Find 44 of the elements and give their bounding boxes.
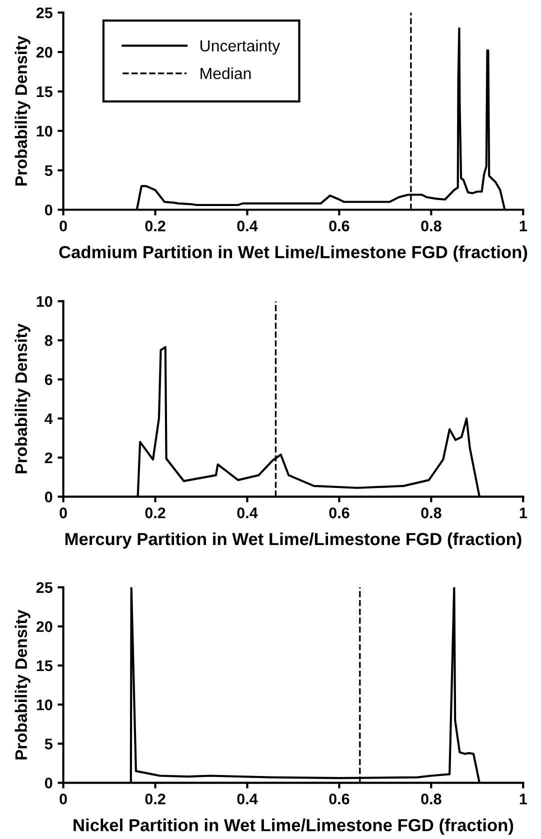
y-tick-label: 0	[44, 492, 52, 502]
y-tick-label: 20	[36, 46, 52, 58]
y-axis-title: Probability Density	[14, 324, 30, 474]
x-tick-label: 0.8	[421, 508, 442, 518]
y-tick-label: 25	[36, 582, 52, 593]
y-tick-label: 15	[36, 660, 52, 672]
x-axis-title: Mercury Partition in Wet Lime/Limestone FGD (fraction)	[65, 532, 522, 549]
x-axis-title: Cadmium Partition in Wet Lime/Limestone FGD (fraction)	[59, 246, 528, 262]
y-tick-label: 5	[44, 738, 52, 750]
y-tick-label: 6	[44, 374, 52, 386]
x-tick-label: 0.6	[329, 794, 350, 804]
x-tick-label: 0	[60, 794, 67, 804]
x-tick-label: 0	[60, 508, 67, 518]
y-tick-label: 20	[36, 621, 52, 632]
x-tick-label: 0.2	[145, 220, 166, 232]
y-axis-title: Probability Density	[14, 36, 30, 186]
y-tick-label: 15	[36, 86, 52, 98]
x-tick-label: 0.8	[421, 794, 442, 804]
y-tick-label: 10	[36, 126, 52, 137]
y-tick-label: 0	[44, 204, 52, 216]
x-tick-label: 1	[520, 220, 527, 232]
x-tick-label: 1	[520, 508, 527, 518]
y-tick-label: 10	[36, 699, 52, 710]
x-tick-label: 0.4	[237, 794, 258, 804]
x-tick-label: 1	[520, 794, 527, 804]
x-tick-label: 0.6	[329, 508, 350, 518]
y-tick-label: 25	[36, 7, 52, 18]
x-tick-label: 0.8	[421, 220, 442, 232]
x-tick-label: 0.2	[145, 508, 166, 518]
x-tick-label: 0.4	[237, 220, 258, 232]
x-tick-label: 0.6	[329, 220, 350, 232]
y-axis-title: Probability Density	[14, 610, 30, 760]
y-tick-label: 10	[36, 296, 52, 307]
y-tick-label: 2	[44, 452, 52, 464]
y-tick-label: 0	[44, 778, 52, 788]
legend-label: Uncertainty	[200, 40, 280, 55]
y-tick-label: 5	[44, 165, 52, 176]
x-tick-label: 0.2	[145, 794, 166, 804]
x-tick-label: 0.4	[237, 508, 258, 518]
legend-label: Median	[200, 67, 251, 80]
y-tick-label: 4	[44, 414, 53, 424]
x-axis-title: Nickel Partition in Wet Lime/Limestone FGD (fraction)	[74, 818, 514, 835]
y-tick-label: 8	[44, 335, 52, 346]
x-tick-label: 0	[60, 220, 67, 232]
